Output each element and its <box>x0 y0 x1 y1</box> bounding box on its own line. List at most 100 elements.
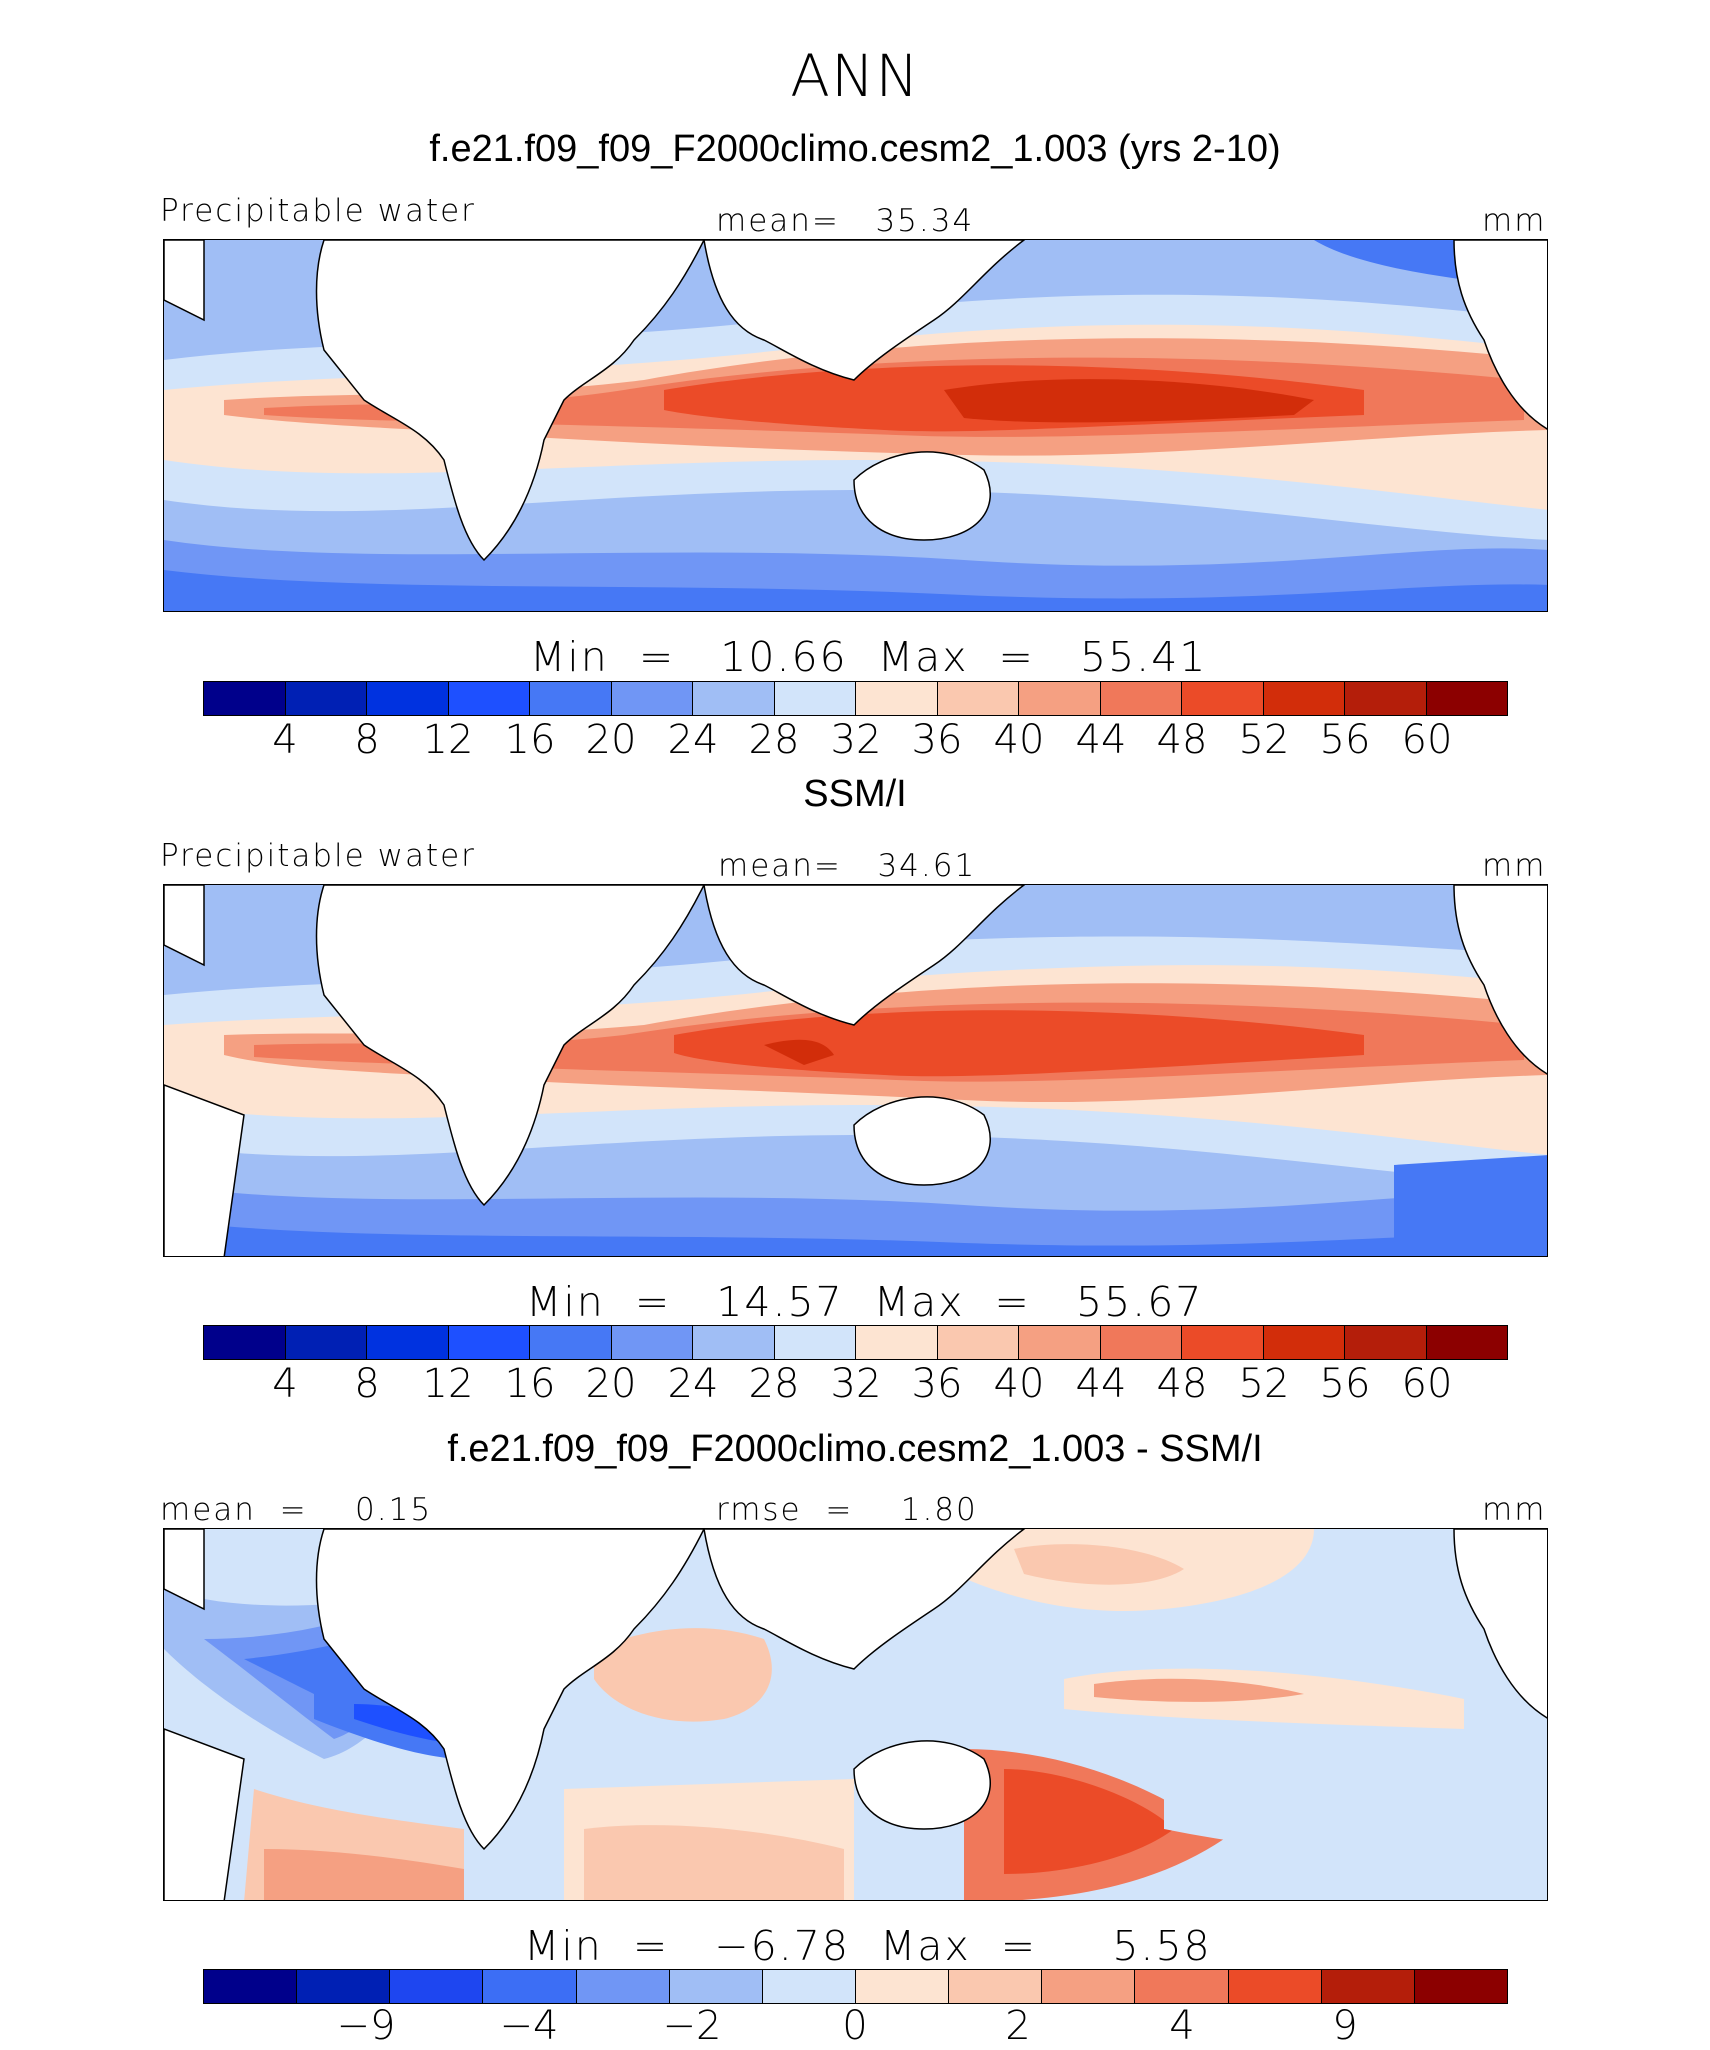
colorbar-tick-label: 8 <box>354 717 380 763</box>
panel-3-units-label: mm <box>1482 1492 1547 1528</box>
panel-3-rmse-label: rmse = 1.80 <box>716 1492 978 1528</box>
panel-2-variable-label: Precipitable water <box>160 838 476 874</box>
colorbar-tick-label: 56 <box>1319 1361 1371 1407</box>
colorbar-swatch <box>204 1970 298 2003</box>
colorbar-swatch <box>390 1970 484 2003</box>
colorbar-swatch <box>483 1970 577 2003</box>
colorbar-tick-label: 24 <box>667 1361 719 1407</box>
panel-2-mean-label: mean= 34.61 <box>718 848 977 884</box>
colorbar-tick-label: −2 <box>662 2003 722 2049</box>
colorbar-tick-label: 20 <box>585 717 637 763</box>
colorbar-tick-label: 28 <box>748 1361 800 1407</box>
colorbar-tick-label: 32 <box>830 1361 882 1407</box>
panel-2-colorbar-ticks: 4 8 12 16 20 24 28 32 36 40 44 48 52 56 … <box>0 1361 1710 1411</box>
panel-2-units-label: mm <box>1482 848 1547 884</box>
colorbar-swatch <box>774 682 856 715</box>
panel-3-title: f.e21.f09_f09_F2000climo.cesm2_1.003 - S… <box>447 1428 1263 1470</box>
colorbar-tick-label: 8 <box>354 1361 380 1407</box>
colorbar-swatch <box>1426 682 1507 715</box>
panel-1-map <box>163 239 1548 612</box>
panel-3-map <box>163 1528 1548 1901</box>
panel-1-title: f.e21.f09_f09_F2000climo.cesm2_1.003 (yr… <box>429 128 1281 170</box>
colorbar-swatch <box>669 1970 763 2003</box>
colorbar-tick-label: 16 <box>504 717 556 763</box>
colorbar-swatch <box>856 1326 938 1359</box>
colorbar-swatch <box>367 682 449 715</box>
colorbar-swatch <box>1100 682 1182 715</box>
colorbar-swatch <box>1263 1326 1345 1359</box>
colorbar-swatch <box>855 1970 950 2003</box>
colorbar-tick-label: 36 <box>911 717 963 763</box>
panel-3-colorbar-ticks: −9 −4 −2 0 2 4 9 <box>0 2003 1710 2050</box>
colorbar-tick-label: 40 <box>993 717 1045 763</box>
colorbar-tick-label: 44 <box>1075 717 1127 763</box>
colorbar-swatch <box>1426 1326 1507 1359</box>
colorbar-swatch <box>693 1326 775 1359</box>
colorbar-swatch <box>204 1326 286 1359</box>
colorbar-swatch <box>530 1326 612 1359</box>
colorbar-swatch <box>1019 682 1101 715</box>
panel-3-mean-label: mean = 0.15 <box>160 1492 433 1528</box>
colorbar-tick-label: 12 <box>422 1361 474 1407</box>
colorbar-tick-label: −4 <box>499 2003 559 2049</box>
colorbar-swatch <box>576 1970 670 2003</box>
colorbar-swatch <box>949 1970 1043 2003</box>
colorbar-tick-label: 56 <box>1319 717 1371 763</box>
colorbar-swatch <box>1345 1326 1427 1359</box>
colorbar-tick-label: 0 <box>842 2003 868 2049</box>
colorbar-tick-label: 4 <box>272 717 298 763</box>
colorbar-swatch <box>1135 1970 1229 2003</box>
colorbar-swatch <box>530 682 612 715</box>
colorbar-tick-label: 4 <box>1169 2003 1195 2049</box>
colorbar-swatch <box>937 1326 1019 1359</box>
colorbar-swatch <box>1182 682 1264 715</box>
colorbar-swatch <box>611 1326 693 1359</box>
panel-2-map <box>163 884 1548 1257</box>
colorbar-tick-label: 9 <box>1332 2003 1358 2049</box>
colorbar-tick-label: 12 <box>422 717 474 763</box>
colorbar-tick-label: 40 <box>993 1361 1045 1407</box>
colorbar-swatch <box>1042 1970 1136 2003</box>
colorbar-swatch <box>285 1326 367 1359</box>
colorbar-swatch <box>367 1326 449 1359</box>
colorbar-tick-label: 4 <box>272 1361 298 1407</box>
colorbar-swatch <box>774 1326 856 1359</box>
colorbar-tick-label: 20 <box>585 1361 637 1407</box>
colorbar-swatch <box>1263 682 1345 715</box>
colorbar-swatch <box>856 682 938 715</box>
colorbar-tick-label: 2 <box>1005 2003 1031 2049</box>
panel-1-colorbar-ticks: 4 8 12 16 20 24 28 32 36 40 44 48 52 56 … <box>0 717 1710 767</box>
colorbar-swatch <box>1321 1970 1415 2003</box>
panel-1-mean-label: mean= 35.34 <box>716 203 975 239</box>
season-title: ANN <box>790 42 920 110</box>
colorbar-swatch <box>693 682 775 715</box>
panel-2-minmax-label: Min = 14.57 Max = 55.67 <box>526 1278 1204 1326</box>
panel-2-colorbar <box>203 1325 1508 1360</box>
panel-1-units-label: mm <box>1482 203 1547 239</box>
colorbar-swatch <box>448 682 530 715</box>
colorbar-swatch <box>1228 1970 1322 2003</box>
colorbar-tick-label: 48 <box>1156 1361 1208 1407</box>
colorbar-tick-label: 60 <box>1401 717 1453 763</box>
panel-1-minmax-label: Min = 10.66 Max = 55.41 <box>530 633 1208 681</box>
colorbar-swatch <box>1019 1326 1101 1359</box>
colorbar-swatch <box>937 682 1019 715</box>
colorbar-tick-label: 16 <box>504 1361 556 1407</box>
panel-1-colorbar <box>203 681 1508 716</box>
colorbar-swatch <box>762 1970 856 2003</box>
panel-1-variable-label: Precipitable water <box>160 193 476 229</box>
colorbar-swatch <box>1182 1326 1264 1359</box>
colorbar-tick-label: 60 <box>1401 1361 1453 1407</box>
colorbar-tick-label: 52 <box>1238 1361 1290 1407</box>
colorbar-swatch <box>1345 682 1427 715</box>
panel-2-title: SSM/I <box>803 773 907 815</box>
panel-3-colorbar <box>203 1969 1508 2004</box>
colorbar-tick-label: 28 <box>748 717 800 763</box>
colorbar-swatch <box>285 682 367 715</box>
panel-3-minmax-label: Min = −6.78 Max = 5.58 <box>524 1922 1212 1970</box>
colorbar-tick-label: 44 <box>1075 1361 1127 1407</box>
colorbar-tick-label: 48 <box>1156 717 1208 763</box>
colorbar-tick-label: 24 <box>667 717 719 763</box>
colorbar-swatch <box>1414 1970 1507 2003</box>
colorbar-tick-label: 32 <box>830 717 882 763</box>
